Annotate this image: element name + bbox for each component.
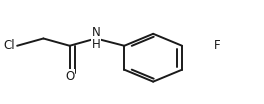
Text: Cl: Cl [3,39,15,52]
Text: F: F [214,39,220,52]
Text: H: H [92,38,100,51]
Text: N: N [92,26,100,39]
Text: O: O [65,70,74,83]
